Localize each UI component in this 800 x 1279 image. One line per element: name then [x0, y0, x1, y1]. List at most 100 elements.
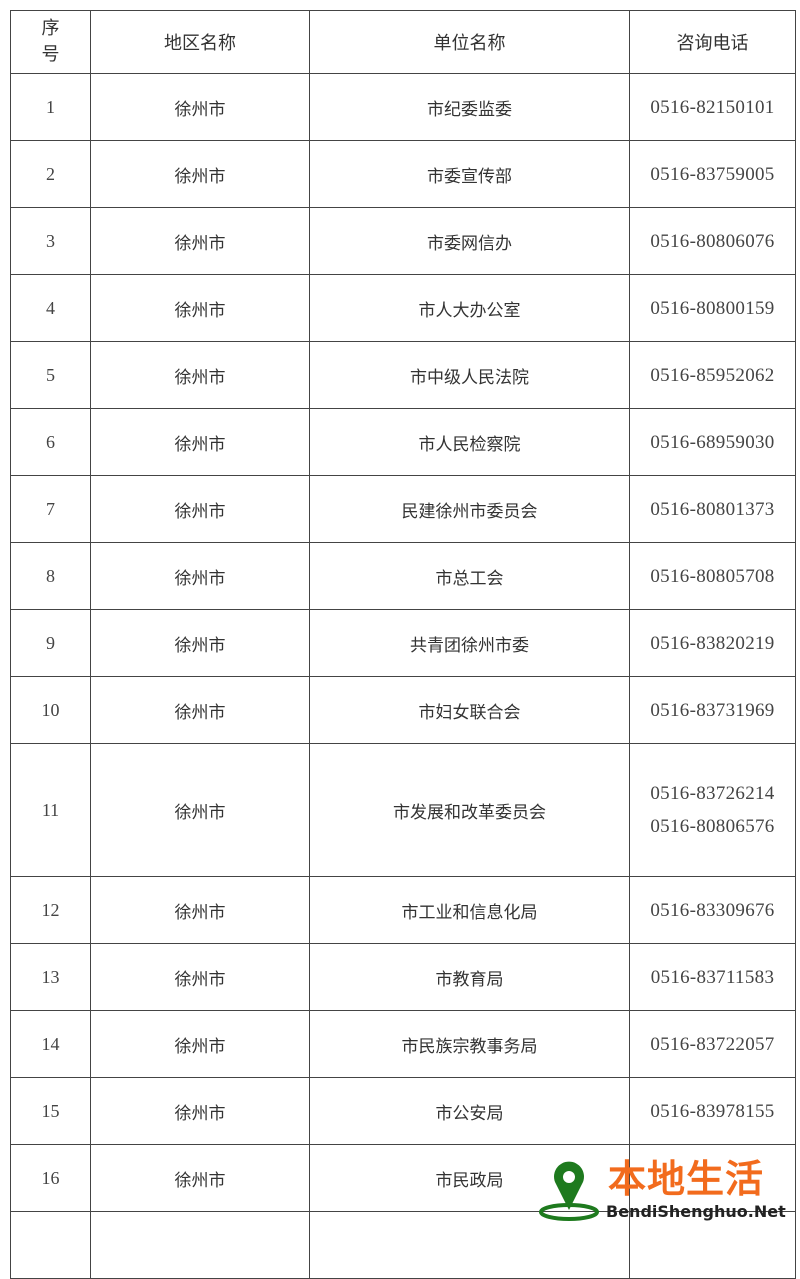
cell-phone: 0516-80800159 [629, 274, 796, 342]
cell-index: 4 [10, 274, 91, 342]
phone-number: 0516-80806576 [650, 816, 775, 837]
cell-region: 徐州市 [90, 1144, 310, 1212]
cell-unit: 市发展和改革委员会 [309, 743, 630, 877]
cell-unit: 民建徐州市委员会 [309, 475, 630, 543]
cell-index: 13 [10, 943, 91, 1011]
cell-phone: 0516-83711583 [629, 943, 796, 1011]
table-row: 16 徐州市 市民政局 [10, 1144, 796, 1212]
cell-unit: 市委宣传部 [309, 140, 630, 208]
cell-region: 徐州市 [90, 876, 310, 944]
cell-phone [629, 1144, 796, 1212]
phone-number: 0516-83820219 [650, 632, 775, 654]
cell-region: 徐州市 [90, 475, 310, 543]
table-row: 14 徐州市 市民族宗教事务局 0516-83722057 [10, 1010, 796, 1078]
phone-number: 0516-83722057 [650, 1033, 775, 1055]
watermark-subtitle: BendiShenghuo.Net [606, 1202, 786, 1221]
watermark-title: 本地生活 [608, 1157, 765, 1201]
header-region: 地区名称 [90, 10, 310, 74]
cell-region: 徐州市 [90, 341, 310, 409]
header-phone: 咨询电话 [629, 10, 796, 74]
phone-number: 0516-68959030 [650, 431, 775, 453]
cell-region: 徐州市 [90, 140, 310, 208]
cell-index: 9 [10, 609, 91, 677]
header-index-label: 序号 [41, 18, 60, 65]
phone-number: 0516-83759005 [650, 163, 775, 185]
table-row: 3 徐州市 市委网信办 0516-80806076 [10, 207, 796, 275]
phone-number: 0516-83726214 [650, 783, 775, 804]
cell-region: 徐州市 [90, 542, 310, 610]
phone-number: 0516-80800159 [650, 297, 775, 319]
contact-table: 序号 地区名称 单位名称 咨询电话 1 徐州市 市纪委监委 0516-82150101… [10, 10, 796, 1279]
phone-number: 0516-80806076 [650, 230, 775, 252]
cell-unit: 市人民检察院 [309, 408, 630, 476]
cell-phone: 0516-85952062 [629, 341, 796, 409]
phone-number: 0516-80801373 [650, 498, 775, 520]
table-row: 1 徐州市 市纪委监委 0516-82150101 [10, 73, 796, 141]
cell-phone: 0516-83759005 [629, 140, 796, 208]
cell-unit: 市总工会 [309, 542, 630, 610]
cell-index: 14 [10, 1010, 91, 1078]
cell-phone: 0516-83726214 0516-80806576 [629, 743, 796, 877]
cell-region: 徐州市 [90, 676, 310, 744]
phone-number: 0516-85952062 [650, 364, 775, 386]
cell-index [10, 1211, 91, 1279]
cell-unit: 市纪委监委 [309, 73, 630, 141]
cell-phone: 0516-80801373 [629, 475, 796, 543]
cell-region [90, 1211, 310, 1279]
table-row: 10 徐州市 市妇女联合会 0516-83731969 [10, 676, 796, 744]
cell-unit: 市公安局 [309, 1077, 630, 1145]
cell-phone: 0516-82150101 [629, 73, 796, 141]
cell-index: 1 [10, 73, 91, 141]
cell-index: 2 [10, 140, 91, 208]
cell-index: 15 [10, 1077, 91, 1145]
cell-index: 11 [10, 743, 91, 877]
cell-region: 徐州市 [90, 1010, 310, 1078]
table-row: 11 徐州市 市发展和改革委员会 0516-83726214 0516-80806576 [10, 743, 796, 877]
cell-unit: 市民族宗教事务局 [309, 1010, 630, 1078]
cell-index: 12 [10, 876, 91, 944]
phone-number: 0516-83711583 [650, 966, 775, 988]
cell-index: 3 [10, 207, 91, 275]
cell-phone: 0516-83722057 [629, 1010, 796, 1078]
cell-phone: 0516-83820219 [629, 609, 796, 677]
table-row: 4 徐州市 市人大办公室 0516-80800159 [10, 274, 796, 342]
cell-region: 徐州市 [90, 743, 310, 877]
cell-region: 徐州市 [90, 207, 310, 275]
cell-region: 徐州市 [90, 943, 310, 1011]
table-row: 8 徐州市 市总工会 0516-80805708 [10, 542, 796, 610]
cell-index: 5 [10, 341, 91, 409]
table-header: 序号 地区名称 单位名称 咨询电话 [10, 10, 796, 74]
table-row: 12 徐州市 市工业和信息化局 0516-83309676 [10, 876, 796, 944]
table-row: 2 徐州市 市委宣传部 0516-83759005 [10, 140, 796, 208]
cell-unit: 市妇女联合会 [309, 676, 630, 744]
cell-phone: 0516-83309676 [629, 876, 796, 944]
cell-unit: 共青团徐州市委 [309, 609, 630, 677]
cell-region: 徐州市 [90, 274, 310, 342]
cell-phone: 0516-80805708 [629, 542, 796, 610]
phone-number: 0516-80805708 [650, 565, 775, 587]
cell-phone: 0516-68959030 [629, 408, 796, 476]
phone-number: 0516-83731969 [650, 699, 775, 721]
cell-region: 徐州市 [90, 73, 310, 141]
header-unit: 单位名称 [309, 10, 630, 74]
header-index: 序号 [10, 10, 91, 74]
cell-index: 7 [10, 475, 91, 543]
watermark-logo: 本地生活 BendiShenghuo.Net [536, 1158, 798, 1224]
cell-index: 8 [10, 542, 91, 610]
cell-unit: 市工业和信息化局 [309, 876, 630, 944]
table-row: 5 徐州市 市中级人民法院 0516-85952062 [10, 341, 796, 409]
table-row: 15 徐州市 市公安局 0516-83978155 [10, 1077, 796, 1145]
cell-unit: 市中级人民法院 [309, 341, 630, 409]
table-row: 13 徐州市 市教育局 0516-83711583 [10, 943, 796, 1011]
table-row: 6 徐州市 市人民检察院 0516-68959030 [10, 408, 796, 476]
cell-index: 16 [10, 1144, 91, 1212]
phone-number: 0516-83309676 [650, 899, 775, 921]
cell-unit: 市教育局 [309, 943, 630, 1011]
cell-index: 6 [10, 408, 91, 476]
cell-region: 徐州市 [90, 408, 310, 476]
cell-region: 徐州市 [90, 609, 310, 677]
cell-unit: 市人大办公室 [309, 274, 630, 342]
map-pin-icon [539, 1161, 599, 1221]
table-row: 9 徐州市 共青团徐州市委 0516-83820219 [10, 609, 796, 677]
table-row: 7 徐州市 民建徐州市委员会 0516-80801373 [10, 475, 796, 543]
